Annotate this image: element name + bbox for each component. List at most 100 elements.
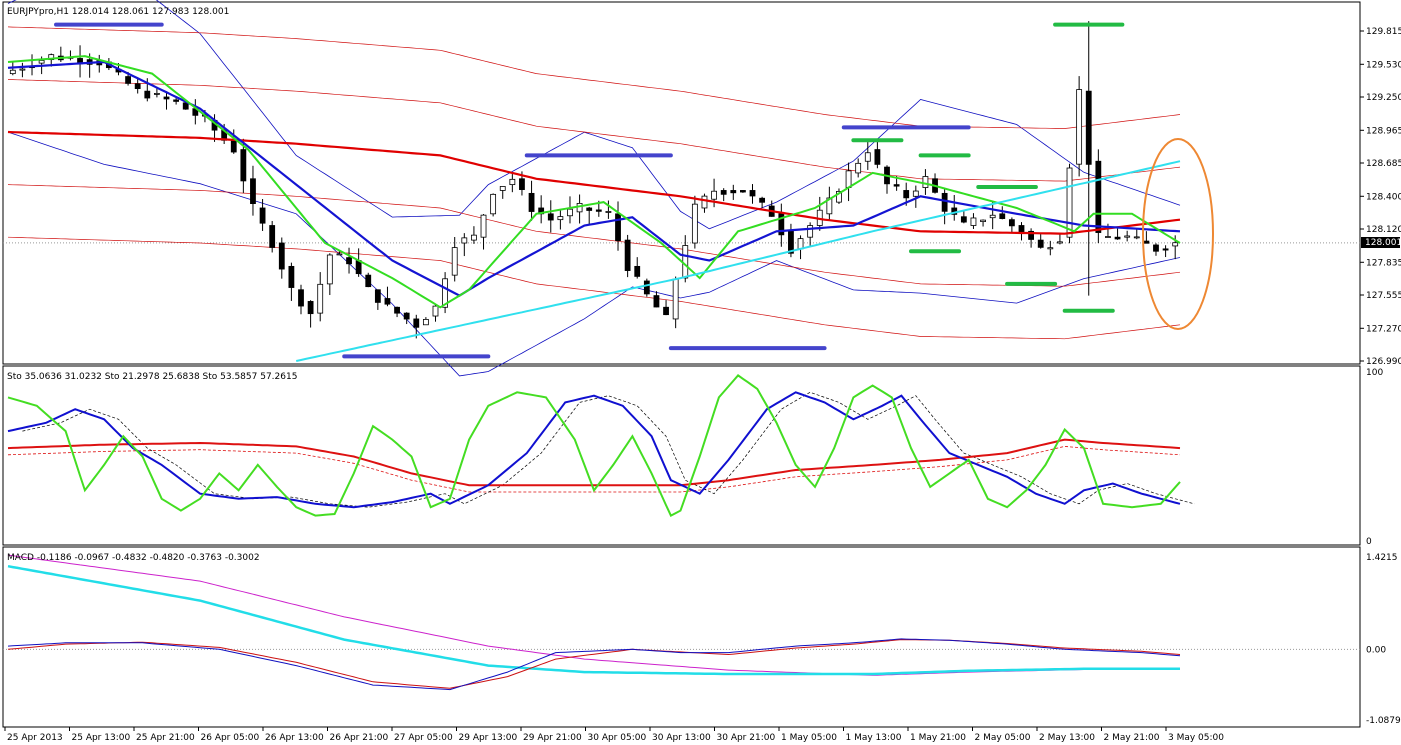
macd-magenta-line xyxy=(7,554,1181,676)
bear-candle-body xyxy=(250,178,256,204)
bull-candle-body xyxy=(970,217,977,226)
bull-candle-body xyxy=(557,216,564,221)
bear-candle-body xyxy=(259,207,266,224)
candle xyxy=(269,220,276,253)
candle xyxy=(163,91,170,110)
candle xyxy=(1162,245,1169,258)
candle xyxy=(538,195,545,224)
bear-candle-body xyxy=(740,190,746,193)
time-tick-label: 26 Apr 21:00 xyxy=(330,733,389,743)
candle xyxy=(826,186,833,220)
candle xyxy=(663,300,669,316)
candle xyxy=(307,300,314,328)
bull-candle-body xyxy=(912,190,919,197)
bull-candle-body xyxy=(1076,89,1083,165)
candle xyxy=(615,201,621,251)
candle xyxy=(701,193,708,213)
candle xyxy=(864,139,871,170)
bull-candle-body xyxy=(1124,235,1131,238)
candle xyxy=(77,45,83,78)
bull-candle-body xyxy=(855,162,862,174)
candle xyxy=(1037,233,1044,249)
bear-candle-body xyxy=(874,149,881,165)
bull-candle-body xyxy=(567,208,573,217)
candle xyxy=(509,174,516,193)
candle xyxy=(1057,233,1063,245)
stoch-green-line xyxy=(7,374,1181,517)
macd-pane[interactable] xyxy=(3,554,1360,691)
envelope-lower-mid xyxy=(7,184,1181,287)
bear-candle-body xyxy=(1114,236,1121,240)
bull-candle-body xyxy=(490,193,497,215)
candle xyxy=(941,188,948,225)
bear-candle-body xyxy=(643,280,650,295)
bull-candle-body xyxy=(672,278,679,320)
candle xyxy=(67,50,74,61)
bull-candle-body xyxy=(922,176,929,188)
candle xyxy=(528,180,535,221)
bull-candle-body xyxy=(1172,242,1179,247)
candle xyxy=(1008,217,1015,233)
stoch-axis: 100 0 xyxy=(1366,368,1383,547)
bull-candle-body xyxy=(154,93,160,95)
candle xyxy=(720,188,727,202)
bear-candle-body xyxy=(1037,239,1044,248)
candle xyxy=(96,54,103,73)
time-tick-label: 30 Apr 13:00 xyxy=(652,733,711,743)
stoch-pane-frame xyxy=(2,365,1361,546)
candle xyxy=(480,214,487,250)
candle xyxy=(1105,223,1111,238)
bear-candle-body xyxy=(346,257,352,265)
bear-candle-body xyxy=(1162,248,1169,251)
candle xyxy=(1047,240,1054,256)
candle xyxy=(807,222,814,246)
trendline xyxy=(295,160,1181,362)
bull-candle-body xyxy=(1133,236,1140,239)
bull-candle-body xyxy=(682,245,689,279)
bear-candle-body xyxy=(394,306,400,314)
candle xyxy=(134,78,141,94)
envelope-upper-outer xyxy=(7,26,1181,129)
candle xyxy=(173,98,180,105)
candle xyxy=(422,317,429,326)
bear-candle-body xyxy=(1008,219,1015,227)
bull-candle-body xyxy=(471,234,477,241)
bear-candle-body xyxy=(298,289,304,307)
bear-candle-body xyxy=(778,213,785,236)
bear-candle-body xyxy=(788,230,794,254)
stochastic-pane[interactable] xyxy=(7,374,1195,517)
time-tick-label: 25 Apr 13:00 xyxy=(72,733,131,743)
candle xyxy=(451,237,458,282)
candle xyxy=(547,200,554,233)
bear-candle-body xyxy=(528,192,535,212)
candle xyxy=(355,248,362,277)
candle xyxy=(836,188,842,205)
macd-tick-label: -1.0879 xyxy=(1366,716,1401,726)
current-price-label: 128.001 xyxy=(1365,238,1401,248)
bull-candle-body xyxy=(797,238,804,250)
bear-candle-body xyxy=(749,190,756,197)
bb-lower-inner xyxy=(7,131,1181,377)
ma-red-line xyxy=(7,130,1181,235)
candle xyxy=(346,247,352,274)
time-tick-label: 29 Apr 13:00 xyxy=(459,733,518,743)
bull-candle-body xyxy=(480,214,487,238)
bull-candle-body xyxy=(422,319,429,326)
macd-cyan-line xyxy=(7,564,1180,676)
macd-red-line xyxy=(7,639,1181,689)
bear-candle-body xyxy=(1095,160,1102,233)
time-tick-label: 2 May 13:00 xyxy=(1039,733,1095,743)
stoch-tick-label: 100 xyxy=(1366,368,1383,378)
bear-candle-body xyxy=(1143,240,1150,244)
bear-candle-body xyxy=(730,190,737,194)
price-pane[interactable] xyxy=(3,0,1360,377)
candle xyxy=(192,99,199,125)
bull-candle-body xyxy=(836,190,842,203)
bear-candle-body xyxy=(720,190,727,195)
bull-candle-body xyxy=(432,305,439,317)
bull-candle-body xyxy=(845,170,852,188)
candle xyxy=(57,46,64,62)
candle xyxy=(1066,163,1073,244)
candle xyxy=(778,203,785,247)
